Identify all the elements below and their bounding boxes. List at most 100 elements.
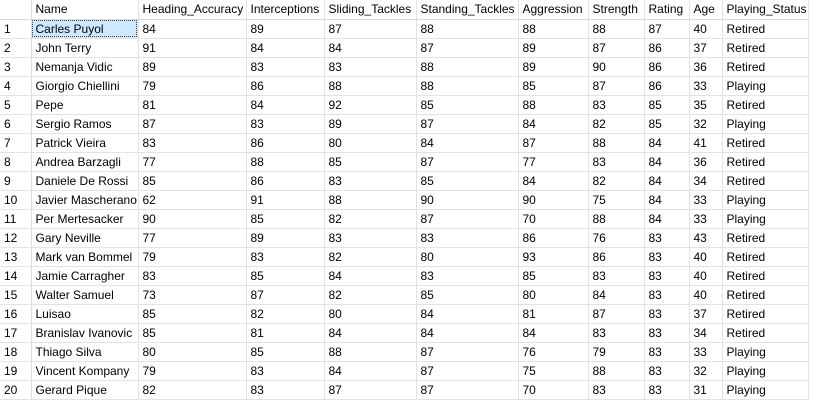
table-cell[interactable]: 85	[518, 76, 589, 96]
table-cell[interactable]: 80	[138, 342, 247, 362]
table-cell[interactable]: Playing	[722, 380, 809, 400]
row-number[interactable]: 17	[0, 323, 32, 343]
row-number[interactable]: 3	[0, 57, 32, 77]
table-cell[interactable]: Jamie Carragher	[31, 266, 139, 286]
table-cell[interactable]: 85	[246, 209, 325, 229]
table-cell[interactable]: Playing	[722, 209, 809, 229]
table-cell[interactable]: 84	[518, 171, 589, 191]
table-cell[interactable]: 82	[324, 209, 417, 229]
table-cell[interactable]: 84	[518, 323, 589, 343]
table-cell[interactable]: 87	[138, 114, 247, 134]
table-cell[interactable]: 87	[324, 380, 417, 400]
table-cell[interactable]: 82	[588, 114, 645, 134]
table-cell[interactable]: 89	[246, 19, 325, 39]
table-cell[interactable]: 87	[416, 361, 519, 381]
table-cell[interactable]: 82	[138, 380, 247, 400]
table-cell[interactable]: 83	[644, 304, 690, 324]
table-cell[interactable]: 33	[689, 209, 723, 229]
table-cell[interactable]: 89	[518, 38, 589, 58]
table-cell[interactable]: 83	[644, 247, 690, 267]
table-cell[interactable]: Nemanja Vidic	[31, 57, 139, 77]
table-cell[interactable]: Patrick Vieira	[31, 133, 139, 153]
table-cell[interactable]: 82	[324, 285, 417, 305]
table-cell[interactable]: 84	[324, 361, 417, 381]
table-cell[interactable]: 79	[588, 342, 645, 362]
table-cell[interactable]: Playing	[722, 76, 809, 96]
table-cell[interactable]: 33	[689, 76, 723, 96]
table-cell[interactable]: Andrea Barzagli	[31, 152, 139, 172]
table-cell[interactable]: 37	[689, 38, 723, 58]
table-cell[interactable]: Retired	[722, 247, 809, 267]
table-cell[interactable]: 80	[324, 304, 417, 324]
table-cell[interactable]: 87	[416, 114, 519, 134]
table-row[interactable]: 20 Gerard Pique 82 83 87 87 70 83 83 31 Playing	[0, 380, 809, 400]
table-cell[interactable]: 33	[689, 190, 723, 210]
table-cell[interactable]: 84	[644, 190, 690, 210]
table-row[interactable]: 12 Gary Neville 77 89 83 83 86 76 83 43 Retired	[0, 228, 809, 248]
table-row[interactable]: 9 Daniele De Rossi 85 86 83 85 84 82 84 34 Retired	[0, 171, 809, 191]
table-cell[interactable]: 80	[518, 285, 589, 305]
table-row[interactable]: 13 Mark van Bommel 79 83 82 80 93 86 83 40 Retired	[0, 247, 809, 267]
table-row[interactable]: 11 Per Mertesacker 90 85 82 87 70 88 84 33 Playing	[0, 209, 809, 229]
row-number[interactable]: 10	[0, 190, 32, 210]
table-cell[interactable]: 40	[689, 19, 723, 39]
row-number[interactable]: 4	[0, 76, 32, 96]
table-cell[interactable]: 86	[518, 228, 589, 248]
table-cell[interactable]: 84	[246, 38, 325, 58]
table-cell[interactable]: 43	[689, 228, 723, 248]
table-cell[interactable]: 87	[416, 380, 519, 400]
table-cell[interactable]: 88	[588, 209, 645, 229]
table-cell[interactable]: 76	[588, 228, 645, 248]
row-number[interactable]: 11	[0, 209, 32, 229]
table-cell[interactable]: 84	[416, 133, 519, 153]
table-cell[interactable]: 88	[324, 76, 417, 96]
table-cell[interactable]: Retired	[722, 304, 809, 324]
table-cell[interactable]: 73	[138, 285, 247, 305]
table-cell[interactable]: 85	[138, 323, 247, 343]
table-row[interactable]: 2 John Terry 91 84 84 87 89 87 86 37 Retired	[0, 38, 809, 58]
table-cell[interactable]: 81	[246, 323, 325, 343]
table-cell[interactable]: 83	[324, 171, 417, 191]
table-cell[interactable]: 87	[588, 38, 645, 58]
table-cell[interactable]: 83	[588, 380, 645, 400]
table-cell[interactable]: 84	[644, 133, 690, 153]
table-cell[interactable]: 86	[246, 171, 325, 191]
table-cell[interactable]: 88	[246, 152, 325, 172]
table-cell[interactable]: Giorgio Chiellini	[31, 76, 139, 96]
row-number[interactable]: 2	[0, 38, 32, 58]
table-cell[interactable]: Per Mertesacker	[31, 209, 139, 229]
table-cell[interactable]: 84	[324, 266, 417, 286]
row-number[interactable]: 8	[0, 152, 32, 172]
table-cell[interactable]: Gerard Pique	[31, 380, 139, 400]
table-cell[interactable]: 79	[138, 361, 247, 381]
table-cell[interactable]: Walter Samuel	[31, 285, 139, 305]
table-cell[interactable]: 70	[518, 380, 589, 400]
table-cell[interactable]: 35	[689, 95, 723, 115]
row-number[interactable]: 19	[0, 361, 32, 381]
table-cell[interactable]: Javier Mascherano	[31, 190, 139, 210]
table-cell[interactable]: 40	[689, 247, 723, 267]
column-header[interactable]: Aggression	[518, 0, 589, 20]
table-cell[interactable]: 88	[588, 133, 645, 153]
table-cell[interactable]: Retired	[722, 285, 809, 305]
table-cell[interactable]: 84	[246, 95, 325, 115]
table-cell[interactable]: Retired	[722, 323, 809, 343]
table-cell[interactable]: 85	[416, 95, 519, 115]
table-row[interactable]: 3 Nemanja Vidic 89 83 83 88 89 90 86 36 Retired	[0, 57, 809, 77]
table-cell[interactable]: 87	[588, 76, 645, 96]
column-header[interactable]: Playing_Status	[722, 0, 809, 20]
selected-cell[interactable]: Carles Puyol	[31, 19, 139, 39]
corner-header[interactable]	[0, 0, 32, 20]
table-cell[interactable]: Playing	[722, 190, 809, 210]
table-cell[interactable]: Playing	[722, 361, 809, 381]
table-cell[interactable]: 83	[588, 95, 645, 115]
table-cell[interactable]: 85	[246, 342, 325, 362]
table-cell[interactable]: 81	[518, 304, 589, 324]
row-number[interactable]: 15	[0, 285, 32, 305]
row-number[interactable]: 1	[0, 19, 32, 39]
table-cell[interactable]: 84	[416, 323, 519, 343]
table-cell[interactable]: 86	[644, 76, 690, 96]
table-cell[interactable]: 84	[644, 152, 690, 172]
table-cell[interactable]: 83	[416, 266, 519, 286]
table-cell[interactable]: 41	[689, 133, 723, 153]
